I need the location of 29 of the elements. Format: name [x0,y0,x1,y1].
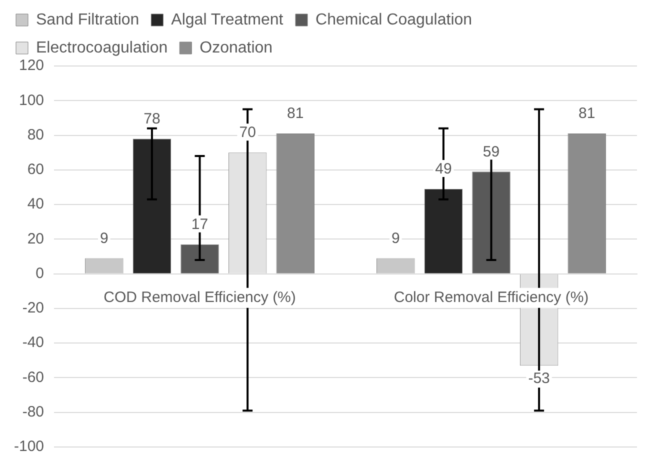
legend-label: Electrocoagulation [36,39,168,56]
y-tick-label: 0 [36,264,44,282]
y-tick-label: 120 [18,57,44,74]
y-tick-label: -40 [22,334,44,352]
legend-label: Ozonation [200,39,273,56]
data-label: 70 [239,124,256,142]
y-tick-label: -80 [22,404,44,421]
data-label: 9 [100,230,108,247]
data-label: 49 [435,160,452,178]
data-label: 17 [191,216,208,234]
legend-label: Chemical Coagulation [316,11,472,28]
y-tick-label: 80 [27,126,44,144]
x-tick-label: Color Removal Efficiency (%) [394,288,589,306]
y-tick-label: -20 [22,300,44,317]
legend-label: Sand Filtration [36,11,140,28]
legend-label: Algal Treatment [171,11,284,28]
y-tick-label: 20 [27,230,44,248]
data-label: 78 [144,110,160,128]
data-label: 9 [391,230,400,247]
y-tick-label: 60 [27,161,44,178]
y-tick-label: 40 [27,196,44,213]
data-label: 59 [482,143,500,160]
y-tick-label: 100 [18,92,44,109]
y-tick-label: -60 [22,368,44,386]
x-tick-label: COD Removal Efficiency (%) [104,288,296,306]
data-label: 81 [287,105,304,122]
data-label: 81 [578,105,596,122]
y-tick-label: -100 [14,438,44,456]
data-label: -53 [528,370,550,388]
